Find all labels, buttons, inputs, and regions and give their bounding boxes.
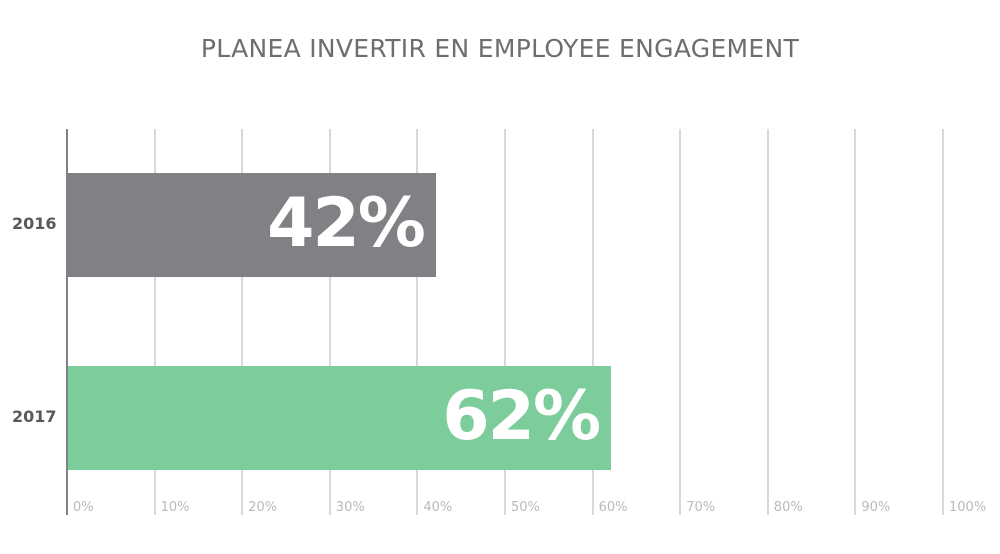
x-tick-label: 70% [686,500,716,515]
x-tick-label: 50% [511,500,540,515]
x-tick-label: 30% [335,500,365,515]
category-label: 2017 [12,407,57,426]
gridline [679,129,682,515]
x-tick-label: 0% [73,500,94,515]
x-tick-label: 40% [423,500,453,515]
bar-2017: 62% [68,366,612,470]
gridline [241,129,244,515]
gridline [416,129,419,515]
x-tick-label: 20% [248,500,278,515]
x-tick-label: 90% [861,500,891,515]
gridline [328,129,331,515]
gridline [942,129,944,515]
y-axis-line [66,129,68,515]
bar-value-label: 62% [442,376,601,456]
chart-title: PLANEA INVERTIR EN EMPLOYEE ENGAGEMENT [200,34,800,63]
gridline [591,129,594,515]
x-tick-label: 80% [773,500,803,515]
x-tick-label: 60% [598,500,628,515]
x-tick-label: 100% [949,500,987,515]
gridline [766,129,769,515]
bar-2016: 42% [68,173,436,277]
x-tick-label: 10% [160,500,190,515]
bar-value-label: 42% [267,183,426,263]
gridline [854,129,857,515]
gridline [504,129,506,515]
gridline [153,129,156,515]
category-label: 2016 [12,214,57,233]
